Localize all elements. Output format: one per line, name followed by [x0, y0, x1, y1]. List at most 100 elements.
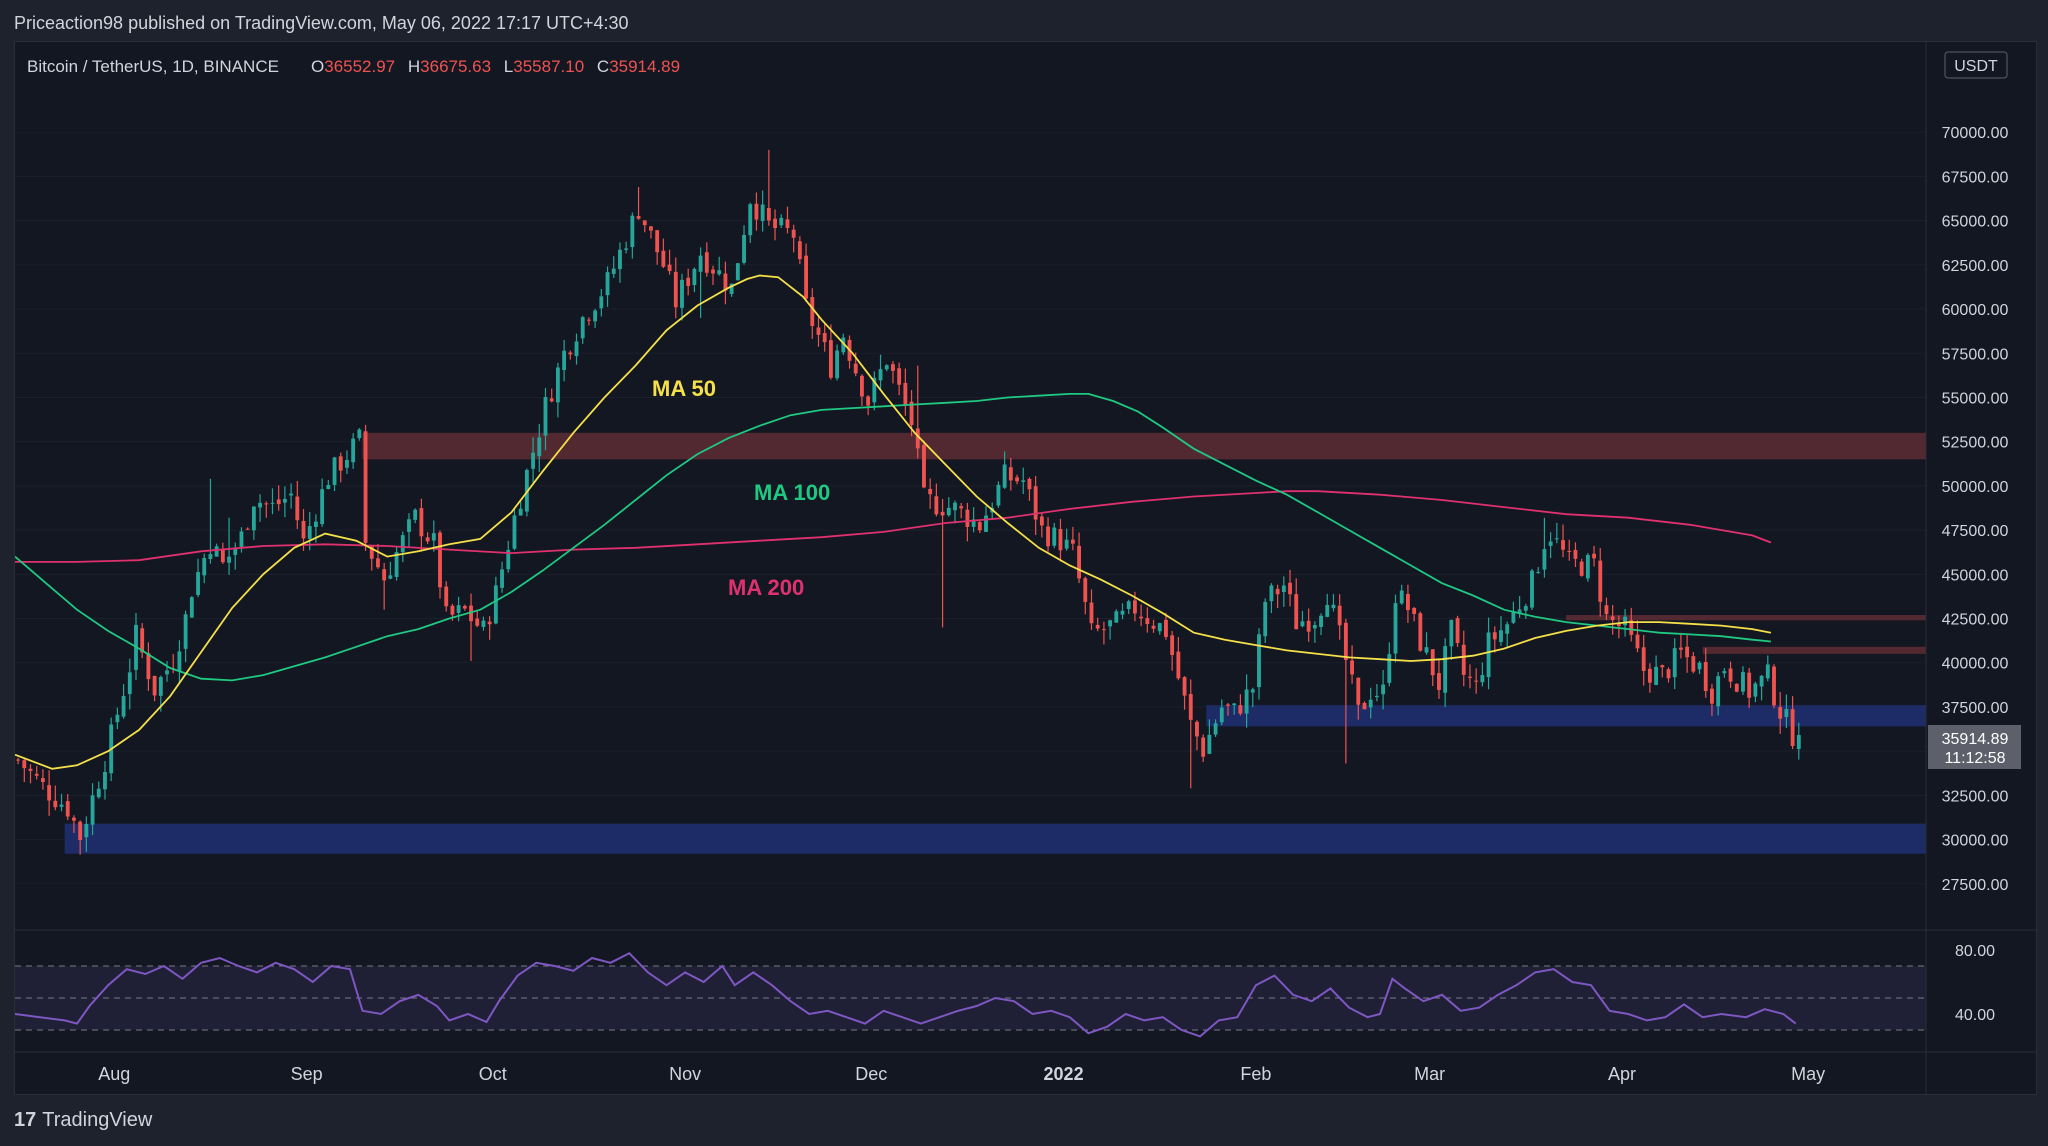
candle-body [1101, 629, 1106, 631]
candle-body [500, 569, 504, 588]
candle-body [332, 457, 337, 485]
candle-body [1281, 585, 1286, 592]
candle-body [1393, 603, 1398, 654]
candle-body [1561, 540, 1565, 550]
candle-body [1337, 605, 1342, 626]
candle-body [1300, 621, 1305, 627]
candle-body [940, 511, 945, 516]
candle-body [785, 219, 790, 228]
candle-body [866, 396, 871, 406]
candle-body [1666, 669, 1671, 679]
candle-body [1772, 666, 1776, 706]
candle-body [1132, 600, 1137, 614]
candle-body [686, 277, 691, 286]
candle-body [1610, 616, 1615, 621]
candle-body [326, 485, 331, 490]
candle-body [1523, 606, 1528, 611]
candle-body [704, 252, 709, 273]
candle-body [822, 333, 827, 343]
candle-body [537, 437, 542, 457]
price-chart[interactable]: 27500.0030000.0032500.0035000.0037500.00… [14, 42, 2036, 1094]
candle-body [165, 670, 169, 675]
candle-body [872, 377, 877, 403]
price-tick-label: 50000.00 [1942, 479, 2009, 496]
candle-body [1530, 570, 1534, 608]
candle-body [84, 823, 89, 838]
candle-body [1468, 676, 1472, 678]
candle-body [1753, 683, 1758, 697]
candle-body [1052, 527, 1057, 546]
candle-body [1716, 676, 1721, 707]
candle-body [1499, 630, 1503, 642]
candle-body [53, 800, 58, 808]
price-tick-label: 32500.00 [1942, 788, 2009, 805]
ma200-line [15, 490, 1772, 563]
candle-body [438, 532, 442, 588]
candle-body [642, 220, 647, 226]
candle-body [1623, 616, 1628, 626]
chart-frame[interactable]: 27500.0030000.0032500.0035000.0037500.00… [14, 41, 2037, 1095]
candle-body [1741, 672, 1745, 692]
candle-body [562, 350, 567, 371]
candle-body [1182, 677, 1187, 696]
candle-body [1765, 664, 1770, 679]
candle-body [208, 554, 213, 559]
price-tick-label: 67500.00 [1942, 169, 2009, 186]
candle-body [996, 484, 1001, 506]
candle-body [1424, 647, 1429, 653]
candle-body [1089, 602, 1094, 624]
currency-badge-label: USDT [1954, 58, 1998, 75]
candle-body [1474, 680, 1479, 682]
candle-body [1095, 624, 1100, 629]
candle-body [574, 341, 579, 357]
candle-body [1405, 593, 1410, 611]
candle-body [804, 255, 809, 299]
candle-body [1108, 620, 1113, 627]
candle-body [1579, 561, 1584, 576]
candle-body [909, 401, 914, 425]
candle-body [313, 521, 318, 527]
candle-body [413, 509, 418, 520]
legend-low-label: L [504, 57, 513, 76]
candle-body [320, 489, 325, 525]
ma50-line [14, 274, 1772, 770]
candle-body [624, 248, 629, 250]
candle-body [760, 204, 765, 221]
candle-body [103, 771, 107, 790]
time-tick-label: Oct [479, 1064, 507, 1084]
candle-body [394, 552, 399, 577]
candle-body [1641, 647, 1646, 671]
currency-selector[interactable]: USDT [1944, 51, 2008, 79]
candle-body [152, 675, 157, 696]
candle-body [444, 586, 449, 607]
candle-body [512, 515, 517, 549]
candle-body [407, 519, 411, 532]
candle-body [1461, 644, 1466, 675]
candle-body [456, 605, 461, 613]
candle-body [1039, 516, 1044, 526]
candle-body [1027, 478, 1032, 490]
legend-open-value: 36552.97 [324, 57, 395, 76]
price-tick-label: 57500.00 [1942, 346, 2009, 363]
candle-body [1747, 672, 1752, 698]
candle-body [146, 653, 151, 680]
candle-body [1672, 648, 1677, 678]
candle-body [183, 614, 188, 649]
candle-body [1033, 486, 1038, 520]
candle-body [1647, 668, 1652, 683]
candle-body [599, 296, 604, 309]
candle-body [301, 520, 306, 539]
candle-body [611, 268, 616, 274]
zone-resistance-thin-2 [1702, 646, 1926, 654]
candle-body [1226, 704, 1230, 706]
candle-body [1480, 675, 1485, 683]
candle-body [1511, 611, 1516, 623]
candle-body [1734, 683, 1739, 692]
candle-body [1294, 594, 1299, 630]
legend-low-value: 35587.10 [513, 57, 584, 76]
candle-body [1437, 673, 1441, 690]
candle-body [382, 569, 387, 581]
candle-body [1126, 601, 1131, 609]
tradingview-brand[interactable]: 17 TradingView [14, 1100, 152, 1140]
candle-body [1486, 632, 1491, 678]
